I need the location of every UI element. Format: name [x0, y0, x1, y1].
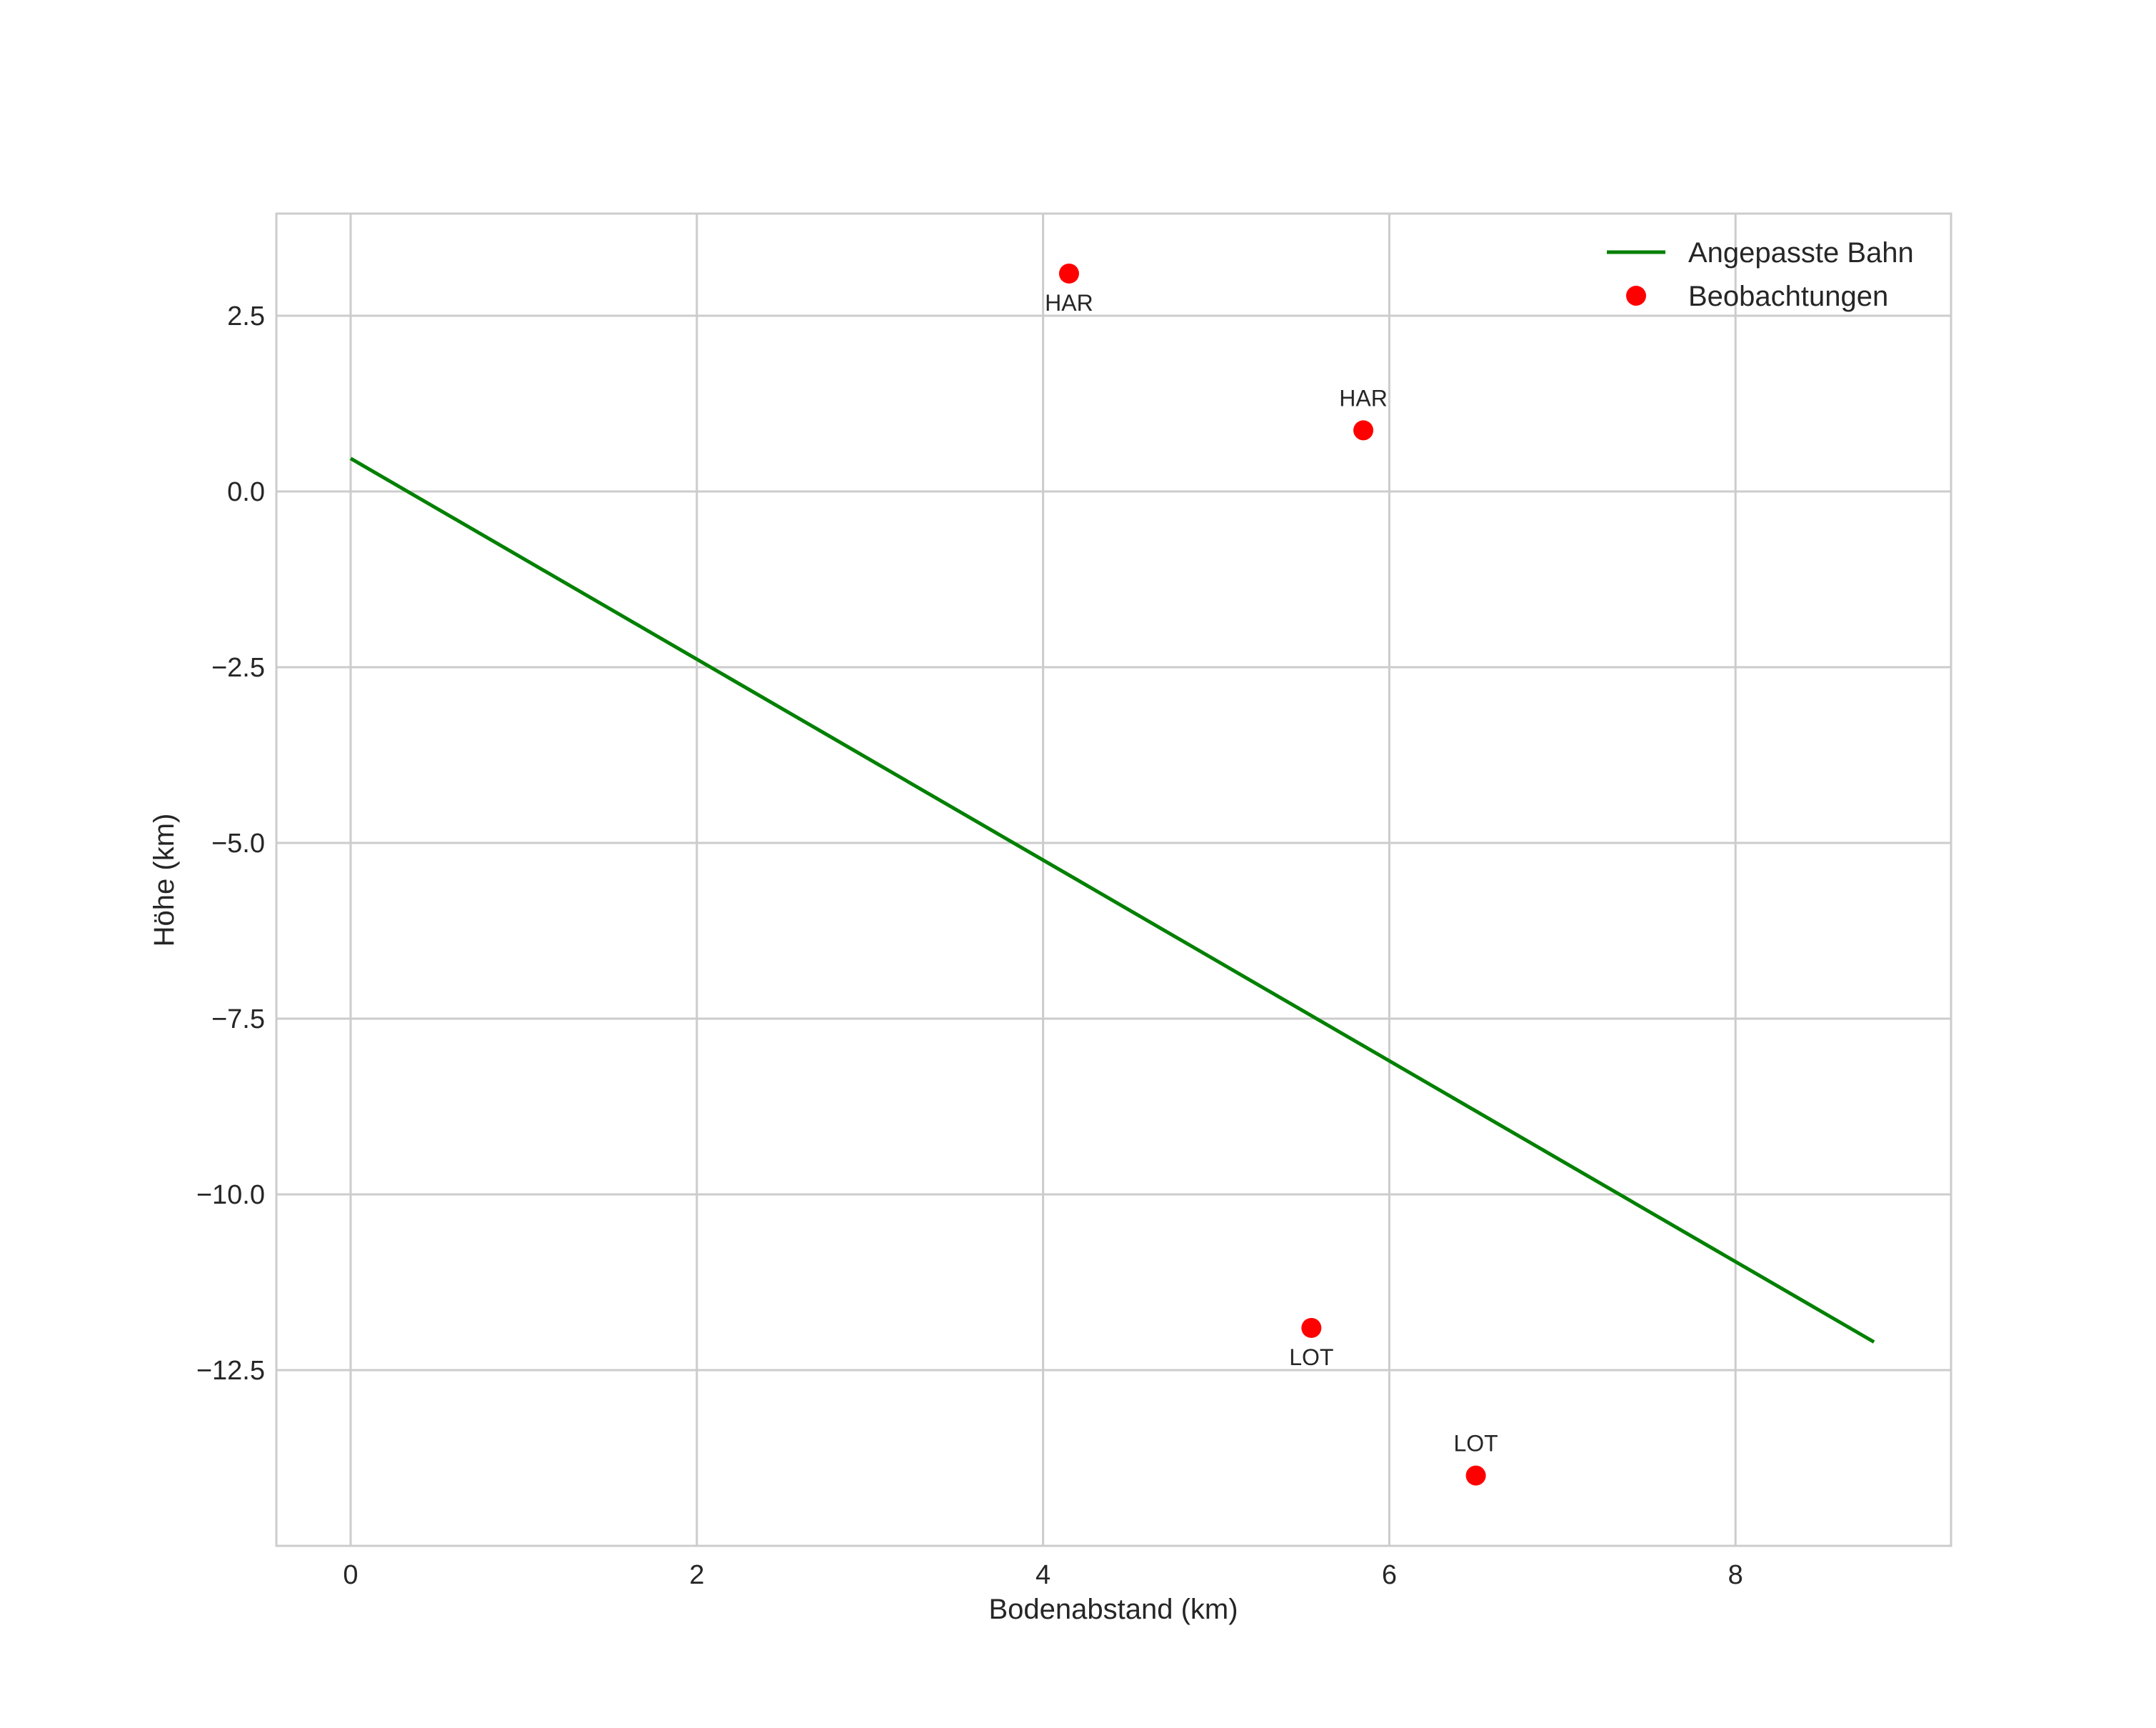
y-tick-label: −5.0	[211, 829, 265, 859]
observation-point	[1353, 420, 1374, 441]
observation-label: LOT	[1453, 1431, 1498, 1457]
x-tick-label: 6	[1382, 1560, 1397, 1590]
y-tick-label: −7.5	[211, 1004, 265, 1034]
plot-series: HAR HAR LOT LOT	[349, 263, 1875, 1486]
y-tick-label: 0.0	[227, 477, 265, 507]
y-tick-label: −10.0	[196, 1180, 265, 1210]
plot-area-frame	[275, 212, 1952, 1547]
x-tick-label: 0	[343, 1560, 358, 1590]
grid-lines	[276, 214, 1951, 1546]
observation-label: HAR	[1339, 385, 1388, 411]
x-axis-label: Bodenabstand (km)	[988, 1594, 1238, 1625]
y-tick-label: 2.5	[227, 301, 265, 331]
observation-point	[1301, 1317, 1322, 1338]
tick-labels: 0 2 4 6 8 2.5 0.0 −2.5 −5.0 −7.5 −10.0 −12.5	[196, 301, 1743, 1590]
legend: Angepasste Bahn Beobachtungen	[1607, 237, 1914, 312]
y-axis-label: Höhe (km)	[149, 814, 180, 947]
observation-label: LOT	[1289, 1344, 1333, 1370]
legend-dot-icon	[1626, 286, 1646, 306]
x-tick-label: 8	[1728, 1560, 1743, 1590]
observation-point	[1465, 1465, 1486, 1486]
y-tick-label: −12.5	[196, 1356, 265, 1386]
y-tick-label: −2.5	[211, 653, 265, 683]
legend-label-fit: Angepasste Bahn	[1688, 237, 1914, 269]
observation-label: HAR	[1045, 290, 1093, 316]
legend-label-observations: Beobachtungen	[1688, 281, 1888, 312]
x-tick-label: 4	[1036, 1560, 1051, 1590]
fitted-trajectory-line	[349, 456, 1875, 1344]
observation-point	[1058, 263, 1079, 284]
x-tick-label: 2	[689, 1560, 704, 1590]
